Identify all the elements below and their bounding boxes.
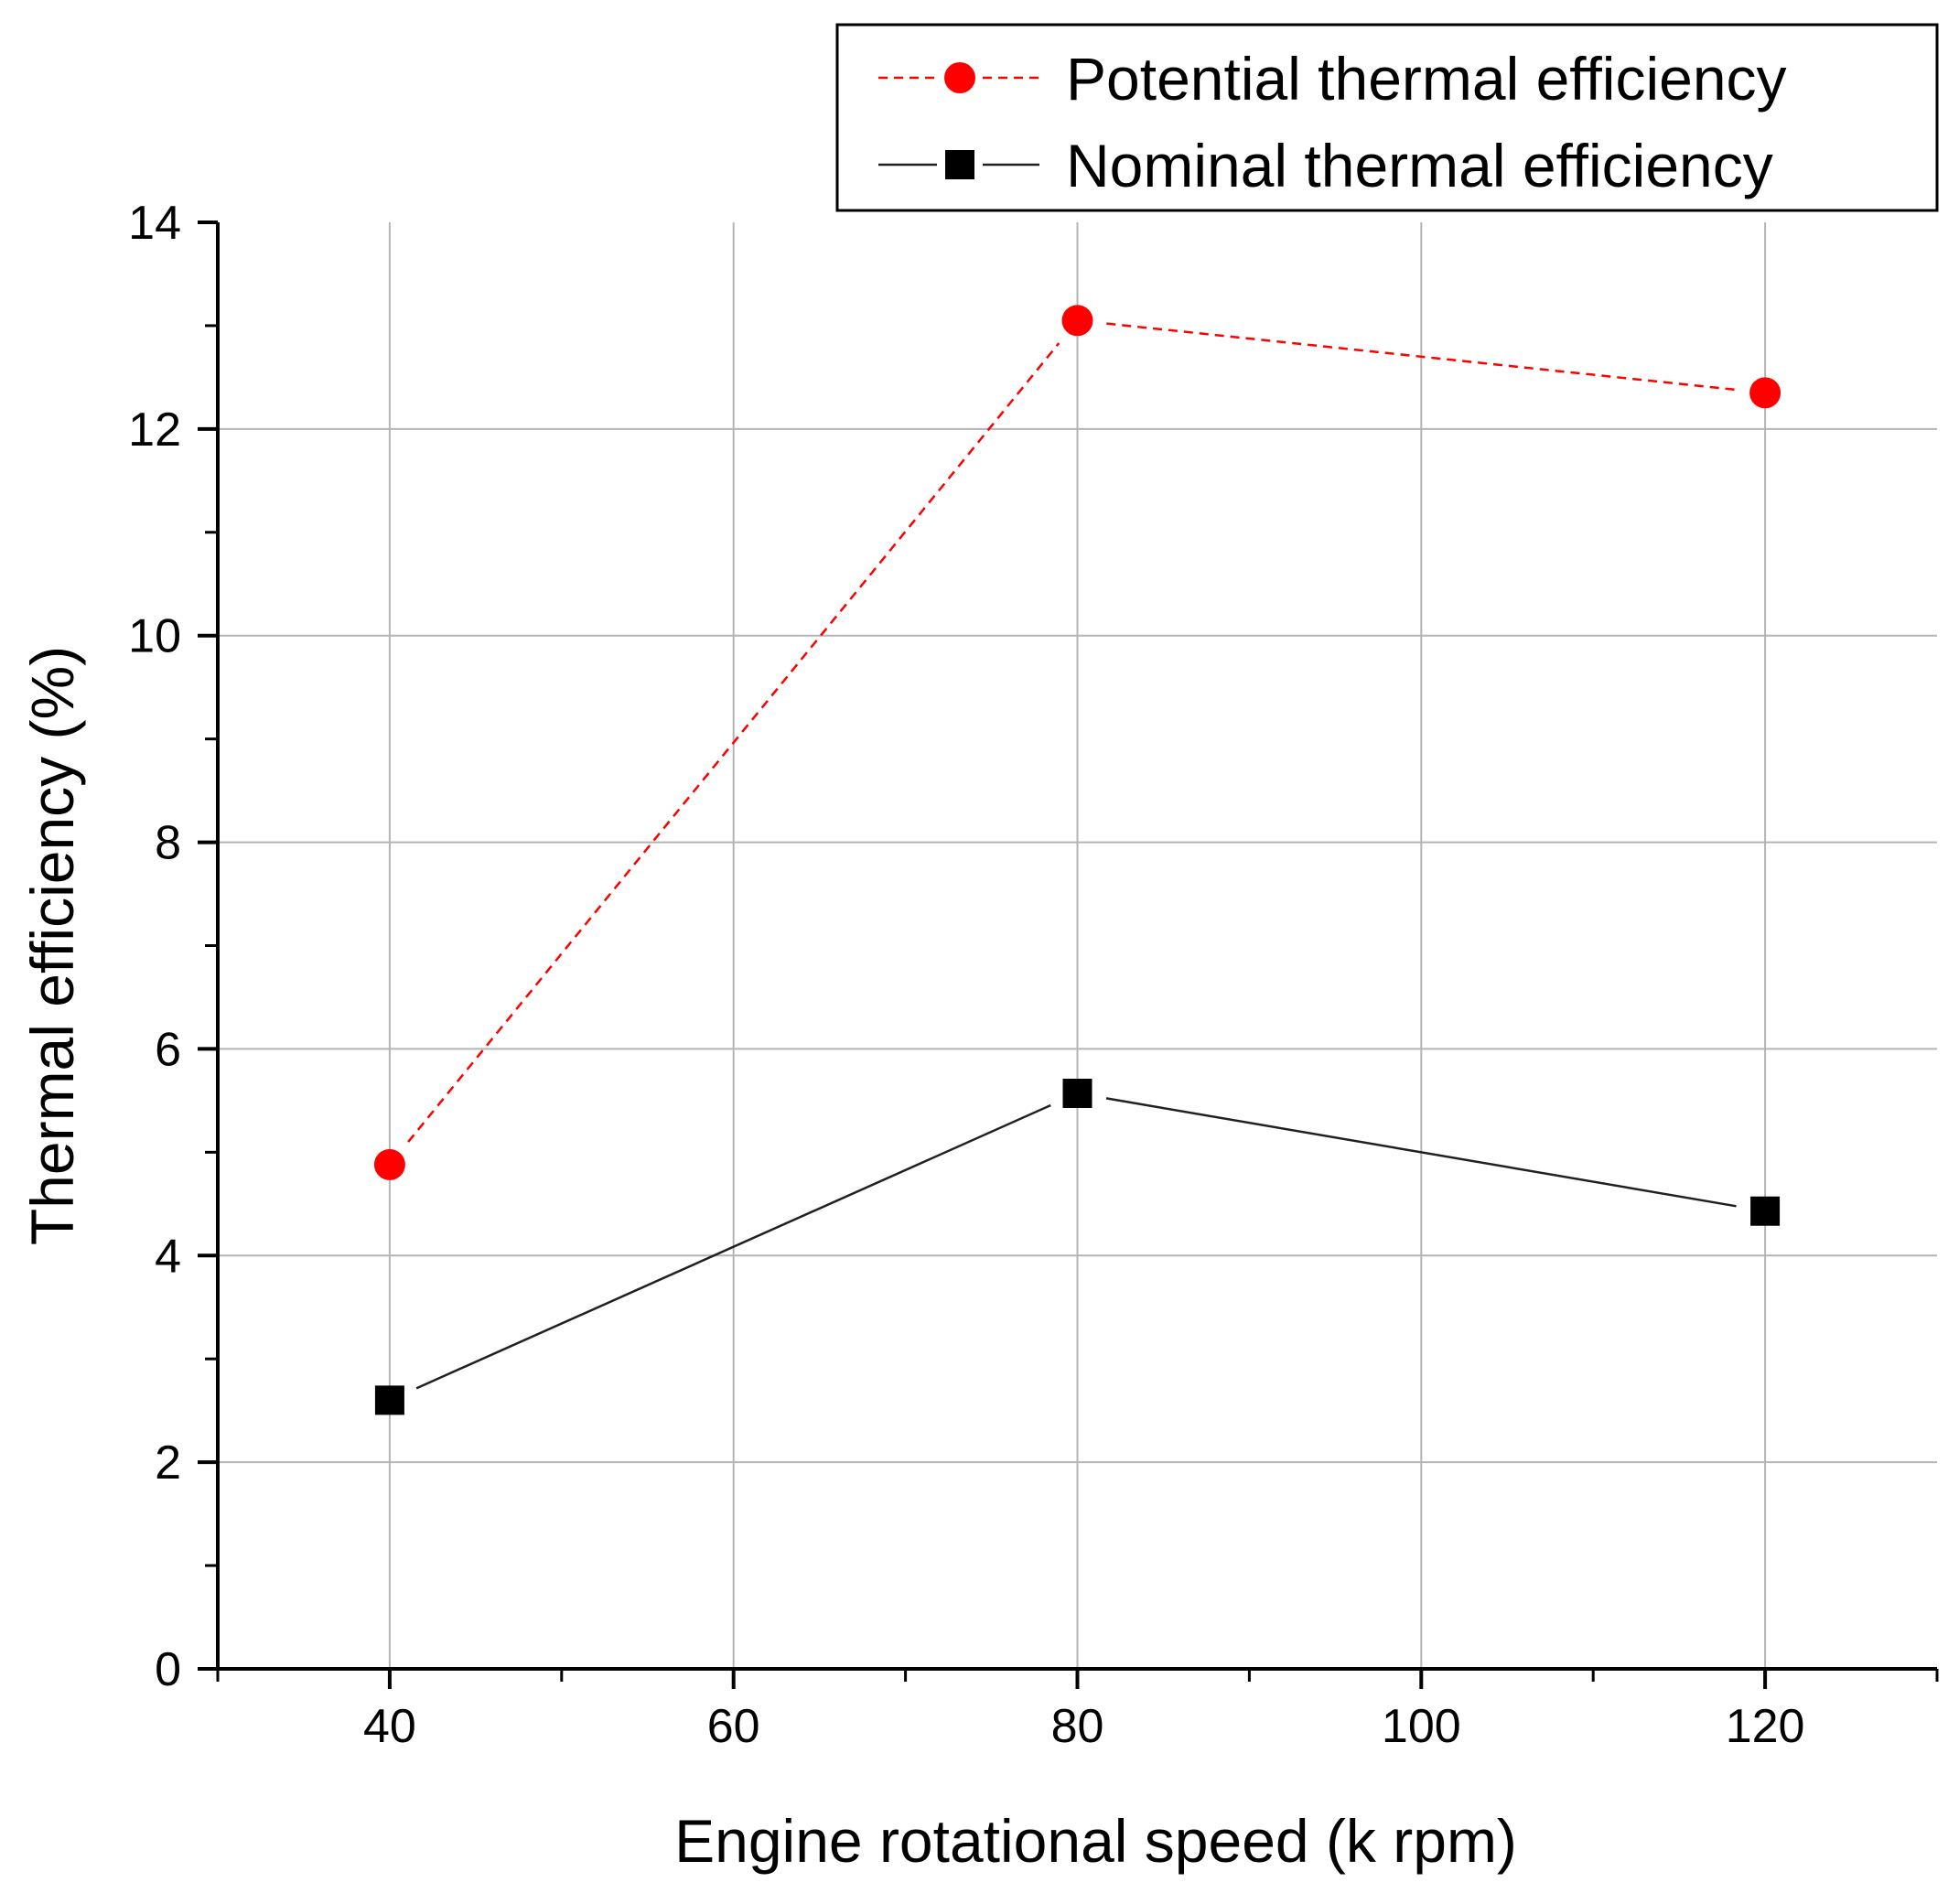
legend-label: Potential thermal efficiency [1066, 45, 1787, 113]
x-tick-label: 100 [1382, 1700, 1461, 1753]
x-tick-label: 60 [707, 1700, 760, 1753]
data-point-circle [1749, 377, 1781, 409]
series-line-segment [407, 342, 1060, 1143]
data-point-square [1750, 1196, 1781, 1226]
y-tick-label: 6 [155, 1023, 181, 1076]
y-tick-label: 2 [155, 1436, 181, 1490]
x-tick-label: 120 [1726, 1700, 1805, 1753]
y-tick-label: 12 [128, 403, 181, 457]
x-axis-title: Engine rotational speed (k rpm) [674, 1807, 1517, 1875]
data-point-square [1062, 1078, 1093, 1108]
series-line-segment [1106, 322, 1737, 392]
series-line-segment [415, 1103, 1051, 1390]
grid [218, 222, 1937, 1669]
series-line-segment [1105, 1097, 1737, 1208]
legend-label: Nominal thermal efficiency [1066, 132, 1773, 199]
legend-marker-square [945, 150, 974, 179]
y-tick-label: 0 [155, 1643, 181, 1696]
y-tick-label: 14 [128, 197, 181, 250]
y-tick-label: 4 [155, 1230, 181, 1283]
legend-box [835, 23, 1939, 212]
x-tick-label: 80 [1051, 1700, 1104, 1753]
y-tick-label: 8 [155, 817, 181, 870]
legend: Potential thermal efficiency Nominal ther… [835, 23, 1939, 212]
series-group [373, 305, 1781, 1415]
data-point-circle [1061, 305, 1093, 337]
legend-marker-circle [944, 62, 975, 93]
data-point-square [374, 1385, 404, 1415]
x-tick-label: 40 [363, 1700, 416, 1753]
y-tick-label: 10 [128, 610, 181, 663]
axes: 40 60 80 100 120 0 2 4 6 8 10 12 14 Engine rotational… [18, 197, 1939, 1875]
y-axis-title: Thermal efficiency (%) [18, 646, 86, 1245]
data-point-circle [373, 1148, 405, 1180]
